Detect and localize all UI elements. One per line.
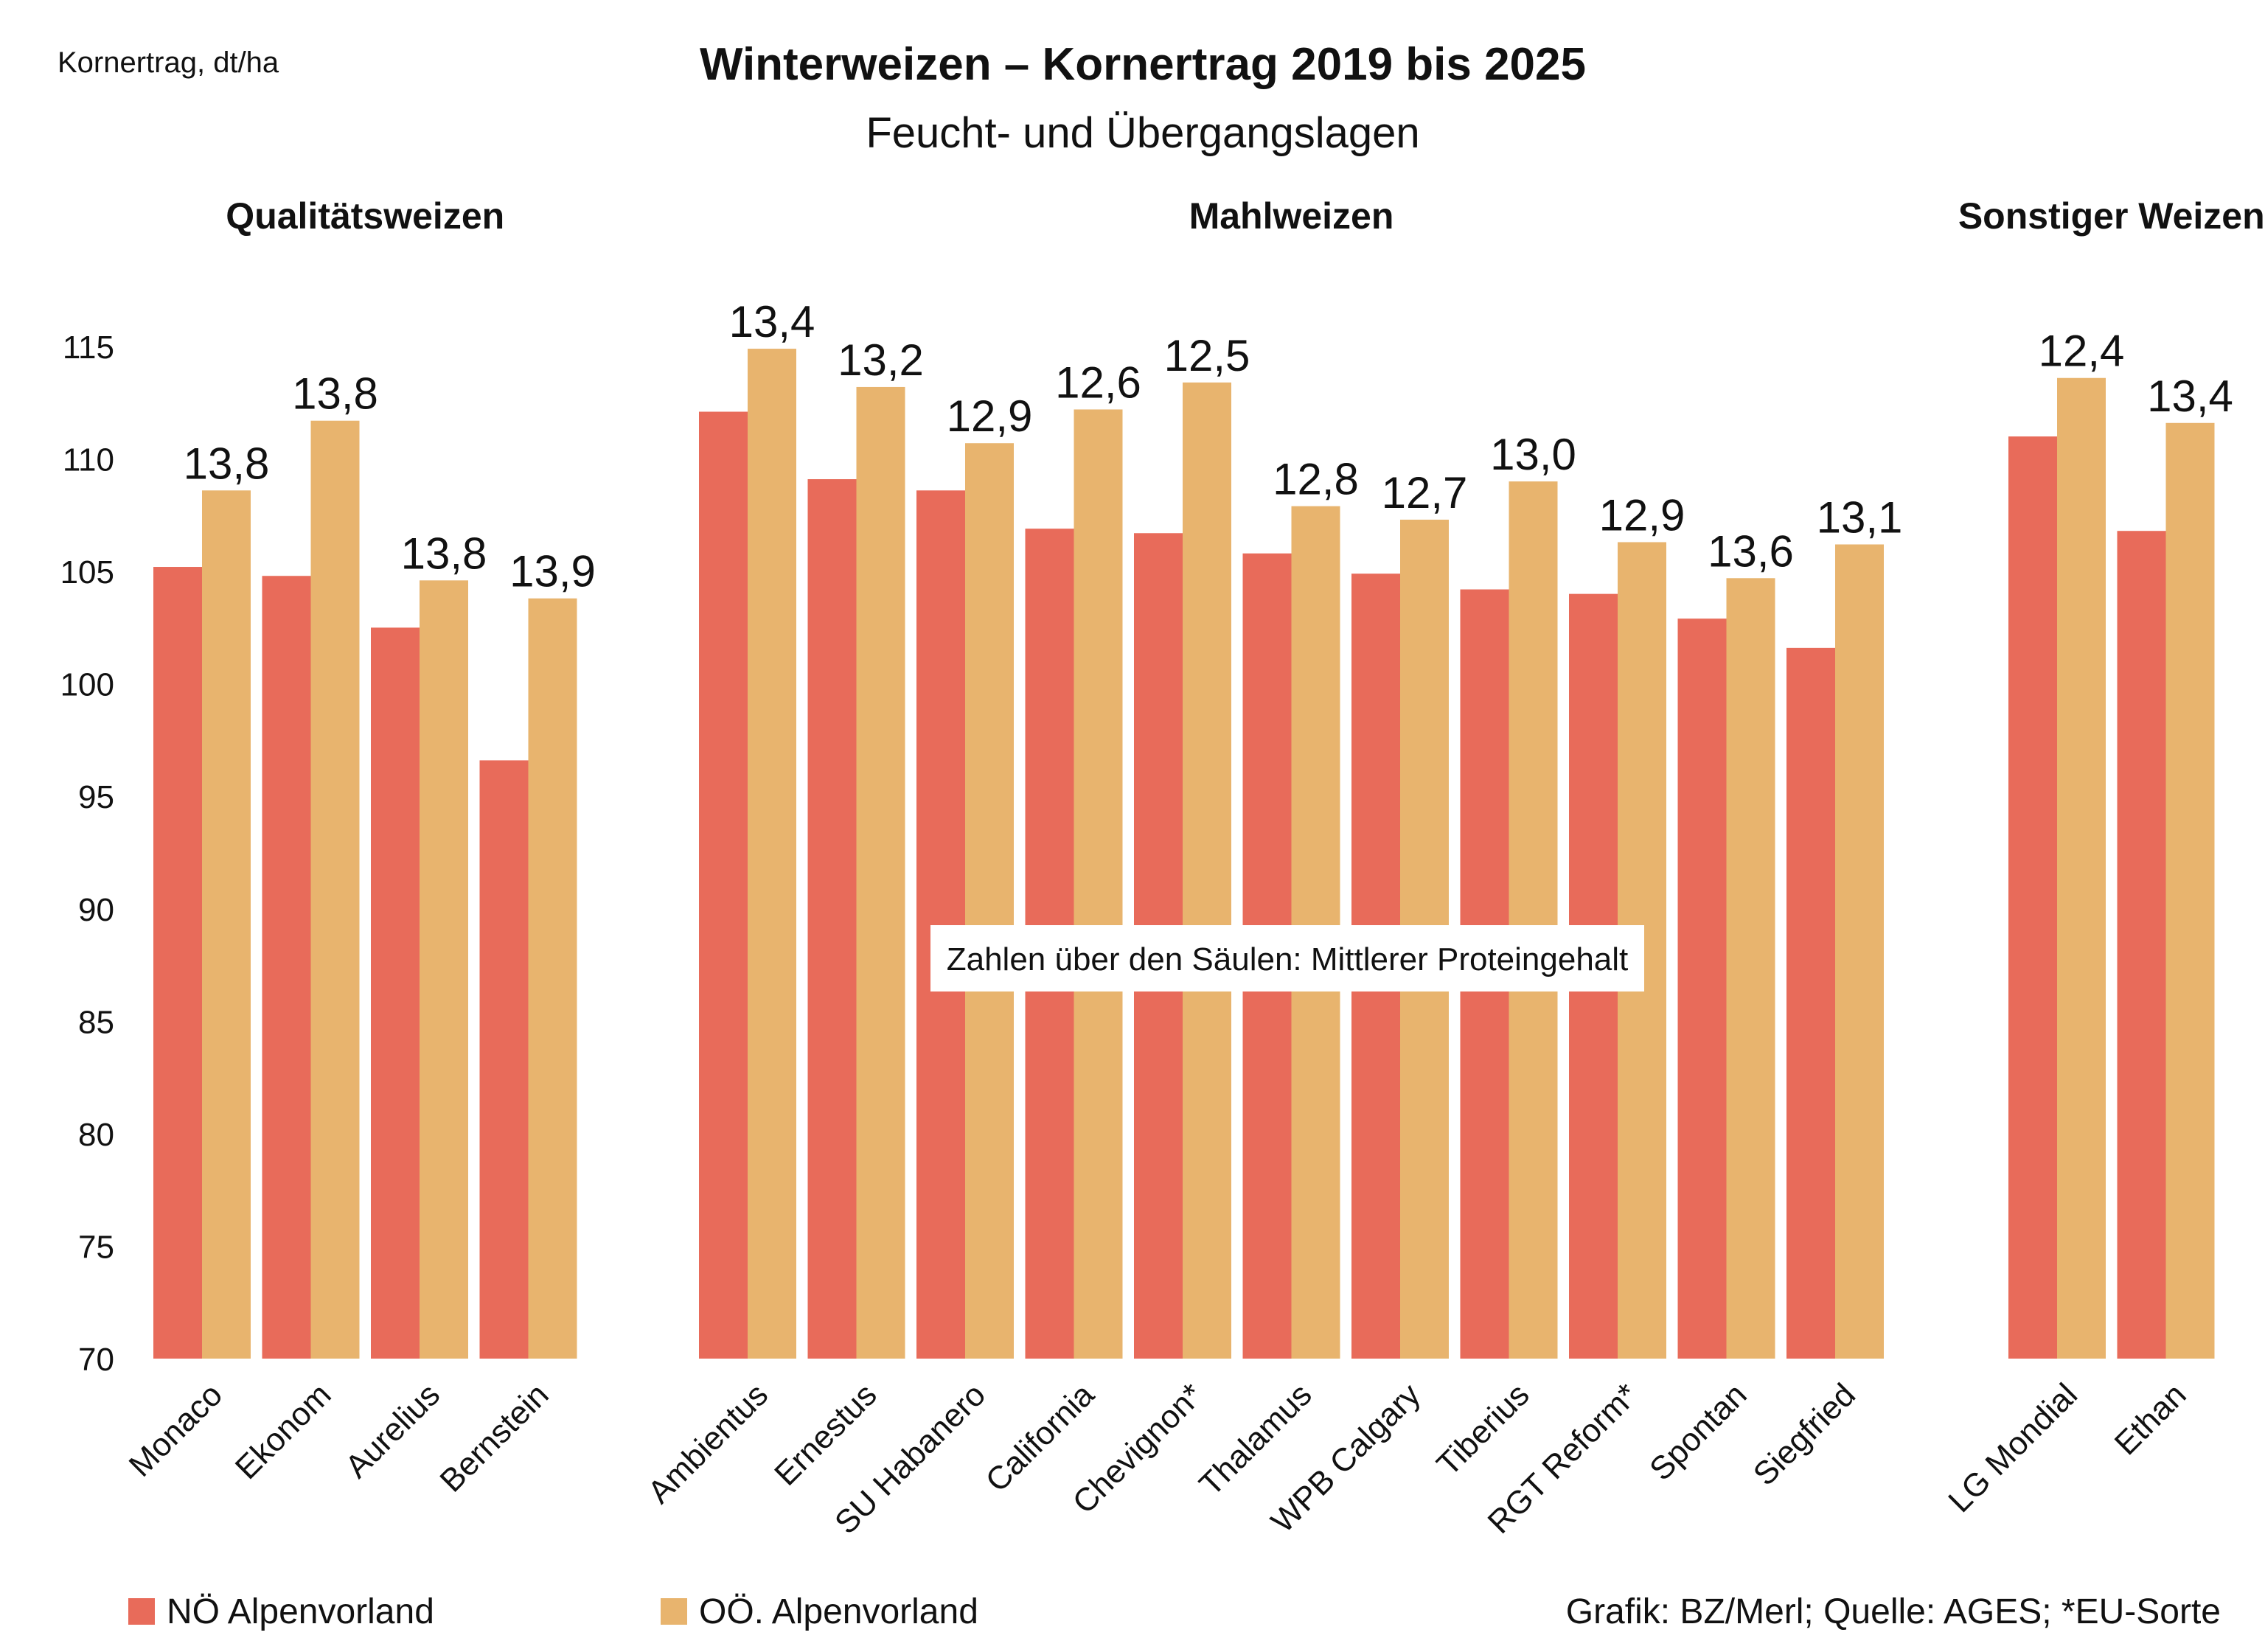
protein-data-label: 12,8 bbox=[1273, 455, 1359, 504]
protein-data-label: 13,9 bbox=[509, 547, 596, 596]
bar-noe-alpenvorland bbox=[262, 576, 311, 1359]
group-label: Qualitätsweizen bbox=[226, 195, 504, 237]
bars bbox=[153, 349, 2215, 1359]
y-tick-label: 100 bbox=[60, 667, 114, 703]
chart-subtitle: Feucht- und Übergangslagen bbox=[866, 109, 1419, 157]
category-label: Ernestus bbox=[768, 1376, 883, 1492]
bar-ooe-alpenvorland bbox=[2165, 422, 2215, 1359]
protein-data-label: 12,6 bbox=[1055, 358, 1141, 407]
bar-noe-alpenvorland bbox=[2117, 531, 2166, 1359]
bar-ooe-alpenvorland bbox=[856, 386, 905, 1359]
protein-data-label: 13,4 bbox=[729, 297, 815, 346]
legend-label-ooe: OÖ. Alpenvorland bbox=[699, 1592, 978, 1631]
legend-swatch-noe bbox=[128, 1598, 155, 1625]
category-label: Monaco bbox=[122, 1376, 229, 1483]
y-tick-label: 70 bbox=[78, 1342, 114, 1378]
protein-data-label: 13,8 bbox=[184, 439, 270, 488]
category-label: Tiberius bbox=[1430, 1376, 1536, 1482]
protein-data-label: 12,5 bbox=[1164, 331, 1250, 380]
y-tick-label: 110 bbox=[63, 442, 114, 478]
category-label: Spontan bbox=[1643, 1376, 1754, 1488]
protein-data-label: 13,4 bbox=[2147, 372, 2233, 421]
bar-ooe-alpenvorland bbox=[420, 580, 468, 1359]
bar-ooe-alpenvorland bbox=[2057, 377, 2106, 1359]
bar-noe-alpenvorland bbox=[153, 567, 202, 1359]
y-axis-unit-label: Kornertrag, dt/ha bbox=[58, 46, 279, 79]
protein-data-label: 13,1 bbox=[1817, 493, 1903, 543]
bar-noe-alpenvorland bbox=[807, 479, 857, 1359]
bar-ooe-alpenvorland bbox=[202, 490, 251, 1359]
category-label: Siegfried bbox=[1747, 1376, 1862, 1492]
bar-noe-alpenvorland bbox=[699, 411, 748, 1359]
group-label: Sonstiger Weizen bbox=[1958, 195, 2265, 237]
annotation-background bbox=[930, 925, 1644, 991]
bar-noe-alpenvorland bbox=[1677, 618, 1727, 1359]
legend-label-noe: NÖ Alpenvorland bbox=[167, 1592, 434, 1631]
protein-data-label: 12,9 bbox=[947, 391, 1033, 441]
protein-data-label: 12,9 bbox=[1599, 490, 1685, 540]
bar-noe-alpenvorland bbox=[479, 760, 529, 1359]
bar-ooe-alpenvorland bbox=[748, 349, 796, 1359]
protein-data-label: 13,6 bbox=[1708, 526, 1794, 576]
legend-swatch-ooe bbox=[661, 1598, 687, 1625]
category-label: Aurelius bbox=[338, 1376, 447, 1485]
category-label: Ethan bbox=[2108, 1376, 2193, 1462]
chart-title: Winterweizen – Kornertrag 2019 bis 2025 bbox=[700, 39, 1586, 90]
protein-data-label: 13,8 bbox=[292, 369, 378, 419]
protein-data-label: 13,0 bbox=[1490, 430, 1576, 479]
bar-ooe-alpenvorland bbox=[1726, 578, 1775, 1359]
y-tick-label: 90 bbox=[78, 892, 114, 928]
y-tick-label: 75 bbox=[78, 1229, 114, 1265]
bar-ooe-alpenvorland bbox=[1074, 409, 1123, 1359]
bar-ooe-alpenvorland bbox=[965, 443, 1014, 1359]
annotation-box: Zahlen über den Säulen: Mittlerer Protei… bbox=[930, 925, 1644, 991]
group-label: Mahlweizen bbox=[1189, 195, 1394, 237]
bar-noe-alpenvorland bbox=[371, 627, 420, 1359]
y-tick-label: 115 bbox=[63, 330, 114, 366]
bar-noe-alpenvorland bbox=[916, 490, 965, 1359]
source-credit: Grafik: BZ/Merl; Quelle: AGES; *EU-Sorte bbox=[1566, 1592, 2221, 1631]
protein-data-label: 12,7 bbox=[1382, 468, 1468, 517]
category-label: Ekonom bbox=[229, 1376, 338, 1486]
group-labels: Qualitätsweizen Mahlweizen Sonstiger Weize… bbox=[226, 195, 2264, 237]
category-label: Bernstein bbox=[433, 1376, 555, 1499]
y-axis-ticks: 70 75 80 85 90 95 100 105 110 115 bbox=[60, 330, 114, 1378]
annotation-text: Zahlen über den Säulen: Mittlerer Protei… bbox=[947, 941, 1629, 977]
bar-ooe-alpenvorland bbox=[310, 420, 360, 1359]
category-label: LG Mondial bbox=[1941, 1376, 2084, 1519]
bar-noe-alpenvorland bbox=[2008, 436, 2057, 1359]
y-tick-label: 105 bbox=[60, 554, 114, 590]
y-tick-label: 85 bbox=[78, 1004, 114, 1040]
bar-ooe-alpenvorland bbox=[528, 598, 577, 1359]
data-labels: 13,8 13,8 13,8 13,9 13,4 13,2 12,9 12,6 12,5 12,8… bbox=[184, 297, 2233, 596]
protein-data-label: 13,8 bbox=[401, 529, 487, 578]
legend: NÖ Alpenvorland OÖ. Alpenvorland bbox=[128, 1592, 978, 1631]
protein-data-label: 12,4 bbox=[2039, 327, 2125, 376]
protein-data-label: 13,2 bbox=[838, 335, 924, 385]
category-label: Ambientus bbox=[641, 1376, 775, 1510]
bar-noe-alpenvorland bbox=[1786, 647, 1835, 1359]
bar-ooe-alpenvorland bbox=[1183, 382, 1231, 1359]
bar-ooe-alpenvorland bbox=[1509, 481, 1558, 1359]
y-tick-label: 80 bbox=[78, 1117, 114, 1153]
bar-ooe-alpenvorland bbox=[1835, 544, 1884, 1359]
y-tick-label: 95 bbox=[78, 779, 114, 815]
